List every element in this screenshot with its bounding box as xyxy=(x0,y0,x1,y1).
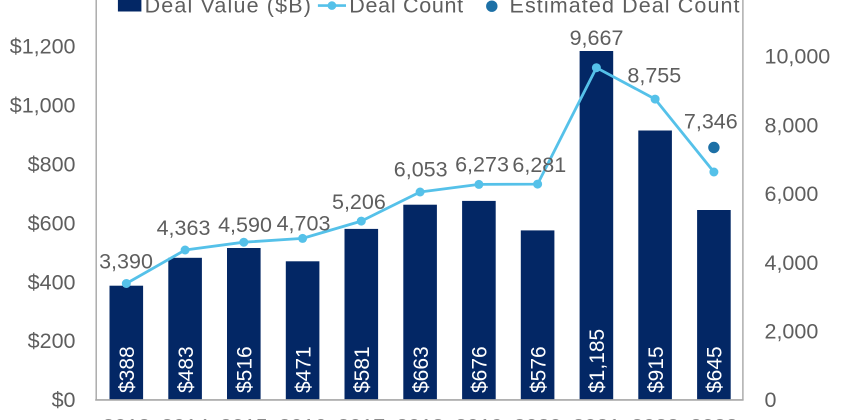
svg-text:8,755: 8,755 xyxy=(627,64,681,88)
svg-text:2017: 2017 xyxy=(337,415,385,420)
svg-text:10,000: 10,000 xyxy=(765,45,831,69)
svg-text:$516: $516 xyxy=(234,346,257,393)
svg-text:Estimated Deal Count: Estimated Deal Count xyxy=(510,0,741,17)
svg-text:2023: 2023 xyxy=(690,415,738,420)
svg-text:4,703: 4,703 xyxy=(277,212,331,236)
svg-text:6,053: 6,053 xyxy=(394,158,448,182)
svg-text:2019: 2019 xyxy=(455,415,503,420)
svg-text:4,363: 4,363 xyxy=(157,216,211,240)
svg-text:$581: $581 xyxy=(351,346,374,393)
svg-text:4,590: 4,590 xyxy=(218,213,272,237)
svg-text:2016: 2016 xyxy=(279,415,327,420)
svg-text:2014: 2014 xyxy=(161,415,209,420)
svg-text:$1,000: $1,000 xyxy=(10,94,76,118)
svg-text:$483: $483 xyxy=(175,346,198,393)
svg-text:3,390: 3,390 xyxy=(99,249,153,273)
svg-text:5,206: 5,206 xyxy=(332,190,386,214)
svg-text:2015: 2015 xyxy=(220,415,268,420)
svg-text:9,667: 9,667 xyxy=(570,26,624,50)
svg-text:$1,185: $1,185 xyxy=(586,329,609,393)
svg-text:$663: $663 xyxy=(410,346,433,393)
svg-text:6,273: 6,273 xyxy=(455,153,509,177)
svg-text:2021: 2021 xyxy=(572,415,620,420)
svg-text:8,000: 8,000 xyxy=(765,113,819,137)
svg-text:$0: $0 xyxy=(52,388,76,412)
svg-text:$471: $471 xyxy=(292,346,315,393)
svg-text:$915: $915 xyxy=(645,346,668,393)
svg-text:2018: 2018 xyxy=(396,415,444,420)
svg-text:Deal Count: Deal Count xyxy=(349,0,464,17)
svg-text:0: 0 xyxy=(765,388,777,412)
svg-text:2022: 2022 xyxy=(631,415,679,420)
svg-text:2013: 2013 xyxy=(102,415,150,420)
svg-text:$576: $576 xyxy=(527,346,550,393)
svg-text:$645: $645 xyxy=(704,346,727,393)
svg-text:$600: $600 xyxy=(28,211,76,235)
svg-text:2,000: 2,000 xyxy=(765,320,819,344)
svg-text:$400: $400 xyxy=(28,270,76,294)
svg-text:7,346: 7,346 xyxy=(684,109,738,133)
svg-text:$676: $676 xyxy=(469,346,492,393)
svg-text:Deal Value ($B): Deal Value ($B) xyxy=(145,0,312,17)
svg-text:$800: $800 xyxy=(28,152,76,176)
svg-text:4,000: 4,000 xyxy=(765,251,819,275)
svg-text:$388: $388 xyxy=(116,346,139,393)
svg-text:6,000: 6,000 xyxy=(765,182,819,206)
svg-text:$200: $200 xyxy=(28,329,76,353)
svg-text:2020: 2020 xyxy=(514,415,562,420)
svg-text:$1,200: $1,200 xyxy=(10,35,76,59)
svg-text:6,281: 6,281 xyxy=(512,153,566,177)
